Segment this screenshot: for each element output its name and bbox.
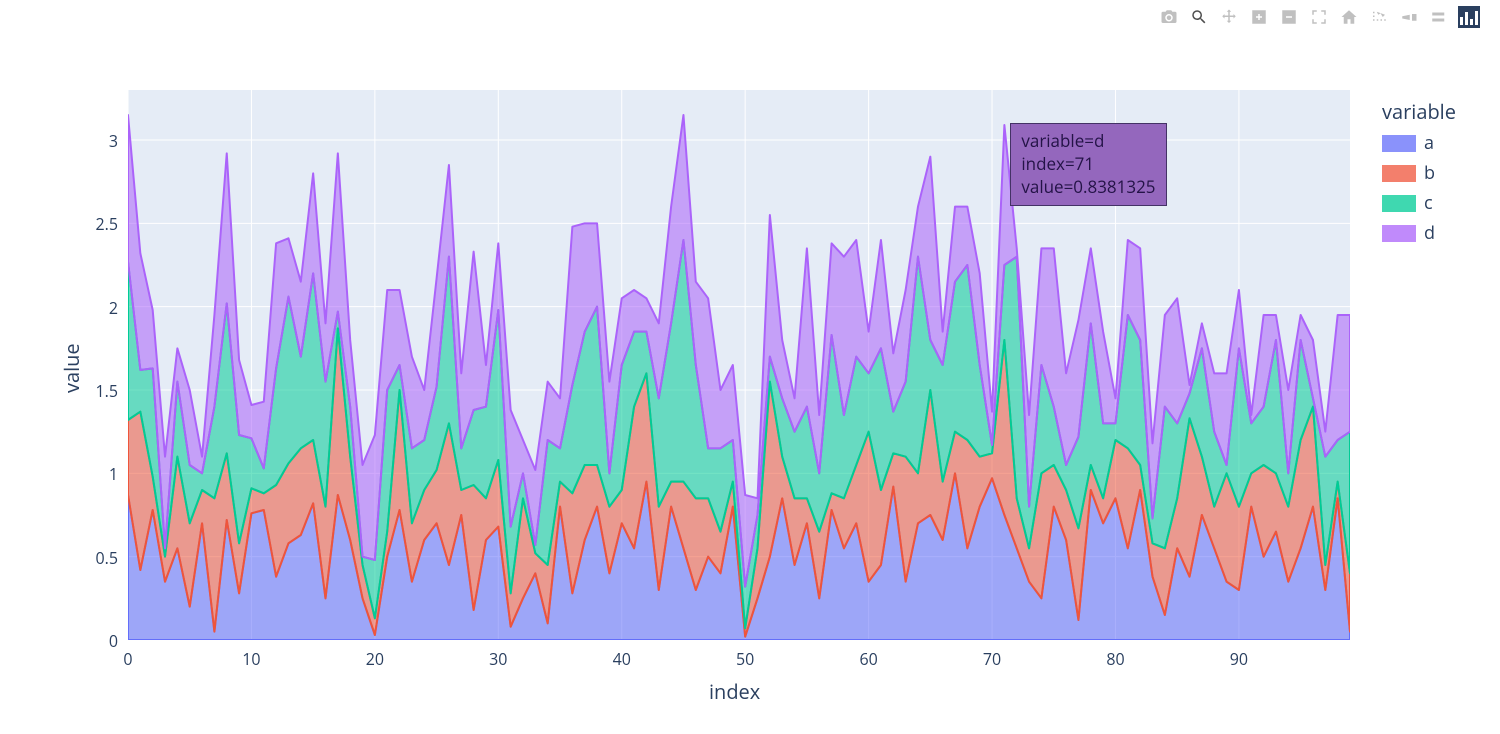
legend-swatch — [1382, 135, 1416, 152]
x-tick: 40 — [607, 648, 637, 670]
legend-label: a — [1424, 131, 1434, 155]
legend-item-a[interactable]: a — [1382, 131, 1456, 155]
legend-item-c[interactable]: c — [1382, 191, 1456, 215]
x-tick: 30 — [483, 648, 513, 670]
legend-swatch — [1382, 195, 1416, 212]
y-tick: 2 — [109, 297, 118, 319]
y-tick: 0 — [109, 630, 118, 652]
y-tick: 1 — [109, 463, 118, 485]
x-tick: 80 — [1100, 648, 1130, 670]
x-tick: 10 — [236, 648, 266, 670]
legend-item-b[interactable]: b — [1382, 161, 1456, 185]
x-tick: 50 — [730, 648, 760, 670]
chart-container: index value 0102030405060708090 00.511.5… — [0, 0, 1500, 734]
legend-swatch — [1382, 165, 1416, 182]
legend-title: variable — [1382, 98, 1456, 125]
y-tick: 2.5 — [96, 213, 119, 235]
y-axis-label: value — [58, 343, 85, 393]
y-tick: 1.5 — [96, 380, 119, 402]
y-tick: 3 — [109, 130, 118, 152]
legend-label: c — [1424, 191, 1433, 215]
legend-item-d[interactable]: d — [1382, 221, 1456, 245]
x-tick: 90 — [1224, 648, 1254, 670]
legend-swatch — [1382, 225, 1416, 242]
legend-label: b — [1424, 161, 1435, 185]
x-tick: 60 — [854, 648, 884, 670]
x-axis-label: index — [709, 678, 760, 705]
y-tick: 0.5 — [96, 547, 119, 569]
x-tick: 70 — [977, 648, 1007, 670]
plot-svg — [0, 0, 1500, 734]
x-tick: 20 — [360, 648, 390, 670]
legend-label: d — [1424, 221, 1435, 245]
legend: variable abcd — [1382, 98, 1456, 251]
